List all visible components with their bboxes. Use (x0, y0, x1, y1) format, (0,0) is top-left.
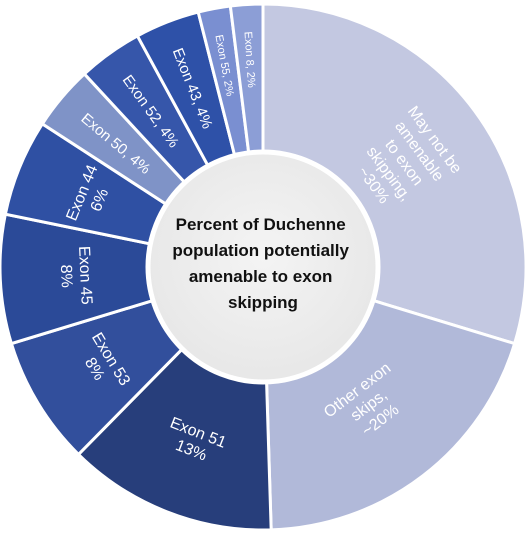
center-title-line: population potentially (172, 241, 349, 260)
center-hub (145, 149, 381, 385)
svg-text:Percent of Duchenne popula: Percent of Duchenne population potential… (172, 215, 353, 312)
slice-label-exon-8-2: Exon 8, 2% (242, 31, 258, 88)
slice-label-line: Exon 8, 2% (242, 31, 258, 88)
slice-label-line: 8% (57, 264, 75, 288)
slice-label-line: Exon 45 (75, 246, 95, 306)
center-title-line: Percent of Duchenne (176, 215, 346, 234)
center-title-line: skipping (228, 293, 298, 312)
slice-label-exon-45: Exon 458% (56, 246, 95, 306)
slice-exon-45 (0, 212, 264, 346)
center-title-line: amenable to exon (189, 267, 333, 286)
